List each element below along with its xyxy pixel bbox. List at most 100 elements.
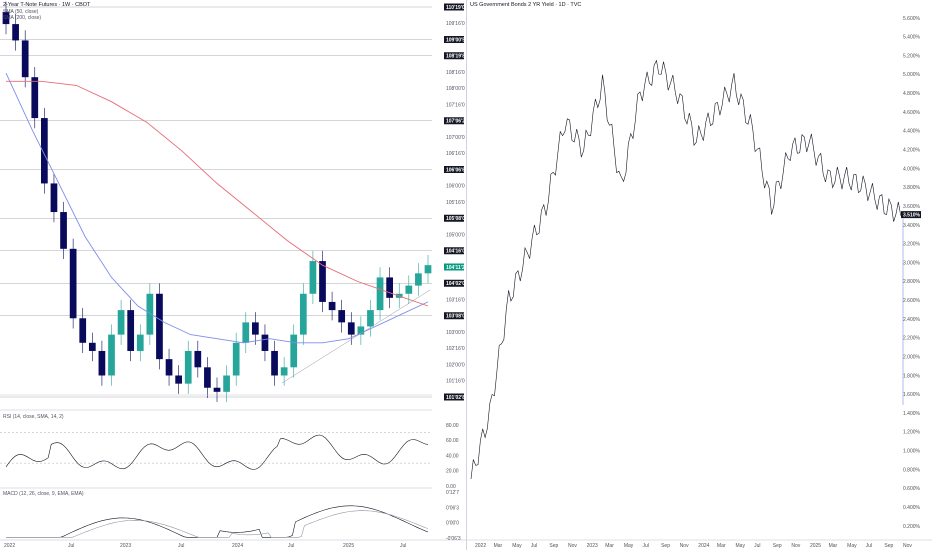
price-tick-label: 109'00'5	[446, 37, 465, 43]
candle-body	[424, 265, 432, 274]
price-tick-label: 104'02'0	[446, 281, 465, 287]
time-tick-label: 2022	[4, 543, 15, 549]
yield-tick-label: 2.400%	[903, 317, 921, 323]
price-level-box	[444, 312, 464, 320]
sma-slow-legend: SMA (200, close)	[3, 15, 42, 21]
candle-body	[415, 273, 422, 286]
left-chart-canvas[interactable]: 110'19'0 109'16'0 109'00'5 108'19'8 108'16'0…	[0, 0, 466, 550]
rsi-tick-label: 40.00	[446, 453, 459, 459]
yield-tick-label: 3.800%	[903, 185, 921, 191]
time-tick-label: May	[624, 543, 634, 549]
candle-body	[213, 387, 221, 392]
price-level-box	[444, 214, 464, 222]
candle-body	[232, 342, 240, 376]
candle-body	[290, 334, 298, 368]
price-tick-label: 103'08'0	[446, 314, 465, 320]
yield-tick-label: 2.600%	[903, 298, 921, 304]
candle-body	[21, 40, 29, 78]
candle-body	[194, 350, 202, 368]
time-tick-label: Jul	[754, 543, 760, 549]
candle-body	[88, 342, 96, 351]
yield-tick-label: 4.200%	[903, 148, 921, 154]
yield-tick-label: 5.600%	[903, 16, 921, 22]
price-level-box	[444, 279, 464, 287]
rsi-tick-label: 60.00	[446, 438, 459, 444]
candle-body	[223, 375, 230, 392]
yield-tick-label: 0.400%	[903, 505, 921, 511]
candle-body	[386, 277, 393, 298]
candle-body	[69, 248, 77, 319]
price-level-box	[444, 247, 464, 255]
sma-200-line	[6, 80, 429, 307]
candle-body	[338, 310, 346, 323]
yield-tick-label: 1.800%	[903, 373, 921, 379]
price-tick-label: 107'00'0	[446, 135, 465, 141]
price-tick-label: 110'19'0	[446, 5, 465, 11]
time-tick-label: Jul	[288, 543, 294, 549]
candle-body	[127, 310, 135, 351]
price-level-box	[444, 52, 464, 60]
rsi-tick-label: 0.00	[446, 484, 456, 490]
candle-body	[261, 334, 269, 351]
macd-legend: MACD (12, 26, close, 9, EMA, EMA)	[3, 491, 84, 497]
candle-body	[2, 11, 10, 25]
price-tick-label: 104'16'0	[446, 249, 465, 255]
yield-tick-label: 5.200%	[903, 53, 921, 59]
time-tick-label: Sep	[773, 543, 782, 549]
candle-body	[12, 24, 19, 41]
right-chart-title: US Government Bonds 2 YR Yield · 1D · TV…	[470, 2, 582, 8]
price-tick-label: 101'16'0	[446, 379, 465, 385]
time-tick-label: Jul	[178, 543, 184, 549]
time-tick-label: Mar	[494, 543, 503, 549]
macd-tick-label: -0'06'3	[446, 536, 461, 542]
yield-tick-label: 4.800%	[903, 91, 921, 97]
price-tick-label: 106'06'6	[446, 167, 465, 173]
time-tick-label: Jul	[866, 543, 872, 549]
candle-body	[204, 367, 211, 388]
left-chart-title: 2-Year T-Note Futures · 1W · CBOT	[3, 2, 91, 8]
candle-body	[79, 318, 87, 343]
right-chart-panel[interactable]: 5.600% 5.400% 5.200% 5.000% 4.800% 4.600% 4.40…	[466, 0, 932, 550]
candle-body	[319, 261, 326, 302]
macd-tick-label: 0'00'0	[446, 521, 459, 527]
yield-tick-label: 3.400%	[903, 223, 921, 229]
yield-tick-label: 3.200%	[903, 242, 921, 248]
price-tick-label: 106'16'0	[446, 151, 465, 157]
candle-body	[175, 375, 182, 384]
candle-body	[328, 301, 336, 311]
macd-signal-line	[6, 510, 429, 538]
candle-body	[31, 77, 39, 119]
price-tick-label: 101'02'8	[446, 395, 465, 401]
yield-tick-label: 1.000%	[903, 449, 921, 455]
rsi-tick-label: 80.00	[446, 423, 459, 429]
price-level-box	[444, 36, 464, 43]
candle-body	[357, 326, 365, 335]
yield-tick-label: 1.200%	[903, 430, 921, 436]
left-chart-panel[interactable]: 110'19'0 109'16'0 109'00'5 108'19'8 108'16'0…	[0, 0, 466, 550]
time-tick-label: Jul	[400, 543, 406, 549]
yield-tick-label: 5.000%	[903, 72, 921, 78]
yield-tick-label: 5.400%	[903, 35, 921, 41]
candle-body	[146, 293, 154, 335]
price-tick-label: 108'19'8	[446, 54, 465, 60]
time-tick-label: May	[736, 543, 746, 549]
time-tick-label: May	[512, 543, 522, 549]
candle-body	[117, 310, 125, 335]
yield-line	[470, 59, 904, 480]
time-tick-label: 2023	[120, 543, 131, 549]
candle-body	[165, 359, 173, 376]
yield-tick-label: 2.800%	[903, 279, 921, 285]
candle-body	[184, 350, 192, 384]
candle-body	[299, 293, 307, 335]
time-tick-label: Jul	[531, 543, 537, 549]
last-value-box	[901, 211, 921, 219]
time-tick-label: Nov	[680, 543, 689, 549]
price-level-box	[444, 166, 464, 173]
candle-body	[376, 277, 384, 311]
yield-tick-label: 0.600%	[903, 486, 921, 492]
candle-body	[60, 212, 67, 249]
yield-tick-label: 1.400%	[903, 411, 921, 417]
right-chart-canvas[interactable]: 5.600% 5.400% 5.200% 5.000% 4.800% 4.600% 4.40…	[467, 0, 932, 550]
time-tick-label: 2025	[343, 543, 354, 549]
time-tick-label: 2024	[698, 543, 709, 549]
